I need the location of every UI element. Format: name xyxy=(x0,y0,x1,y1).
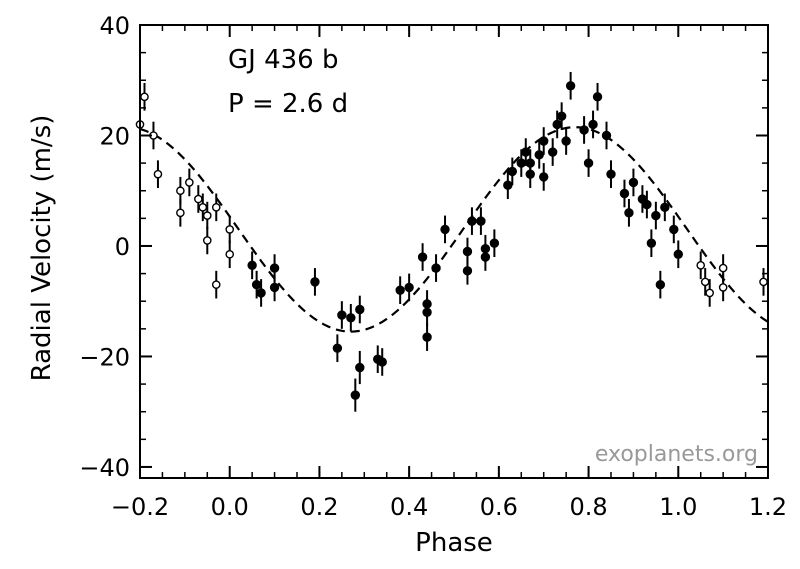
data-point xyxy=(422,307,432,317)
open-data-point xyxy=(225,225,235,234)
data-point xyxy=(377,357,387,367)
open-data-point xyxy=(202,211,212,220)
data-point xyxy=(606,169,616,179)
data-point xyxy=(539,172,549,182)
data-point xyxy=(583,158,594,168)
x-tick-label: 1.2 xyxy=(749,493,787,521)
data-point xyxy=(417,252,428,262)
y-tick-label: 0 xyxy=(115,233,130,261)
data-point xyxy=(516,158,526,168)
data-point xyxy=(642,199,652,210)
open-data-point xyxy=(153,169,163,179)
data-point xyxy=(256,288,266,298)
data-point xyxy=(503,180,513,190)
y-tick-label: 40 xyxy=(99,12,130,40)
data-point xyxy=(355,362,365,373)
data-point xyxy=(476,216,486,226)
data-point xyxy=(592,92,603,102)
data-point xyxy=(601,130,612,141)
data-point xyxy=(588,119,598,130)
credit-watermark: exoplanets.org xyxy=(595,442,758,467)
x-tick-label: 0.8 xyxy=(569,493,607,521)
data-point xyxy=(579,125,589,135)
data-point xyxy=(539,136,549,146)
y-tick-label: −40 xyxy=(79,454,130,482)
data-point xyxy=(651,210,661,221)
x-tick-label: 0.6 xyxy=(480,493,518,521)
data-point xyxy=(440,224,450,235)
data-point xyxy=(660,202,670,213)
x-tick-label: 1.0 xyxy=(659,493,697,521)
open-data-point xyxy=(718,283,728,292)
x-tick-label: 0.2 xyxy=(300,493,338,521)
data-point xyxy=(431,263,441,273)
data-point xyxy=(332,343,343,353)
open-data-point xyxy=(700,277,710,287)
data-point xyxy=(628,177,639,188)
data-point xyxy=(462,266,473,276)
open-data-point xyxy=(211,280,221,289)
data-point xyxy=(395,285,405,295)
x-tick-label: −0.2 xyxy=(111,493,169,521)
data-point xyxy=(619,188,630,199)
y-axis-title: Radial Velocity (m/s) xyxy=(27,115,57,382)
open-data-point xyxy=(140,92,149,102)
open-data-point xyxy=(176,208,185,218)
data-point xyxy=(350,390,361,400)
open-data-point xyxy=(696,261,706,270)
x-tick-label: 0.0 xyxy=(211,493,249,521)
data-point xyxy=(552,119,562,130)
data-point xyxy=(673,249,683,259)
data-point xyxy=(525,158,535,168)
data-point xyxy=(534,150,544,160)
data-point xyxy=(269,282,280,293)
fit-curve xyxy=(139,126,769,333)
data-point xyxy=(247,260,257,271)
planet-name-label: GJ 436 b xyxy=(228,45,338,75)
data-point xyxy=(355,304,365,315)
data-point xyxy=(655,279,666,290)
data-point xyxy=(310,277,320,287)
open-data-point xyxy=(211,203,221,212)
data-point xyxy=(507,166,518,177)
data-point xyxy=(462,246,473,257)
open-data-point xyxy=(718,263,728,273)
open-data-point xyxy=(198,203,208,212)
data-point xyxy=(565,81,576,91)
data-point xyxy=(547,147,558,157)
data-point xyxy=(489,238,500,248)
plot-layer xyxy=(135,71,769,412)
data-point xyxy=(346,313,356,323)
data-point xyxy=(337,310,347,320)
data-point xyxy=(467,216,477,226)
open-data-point xyxy=(705,288,714,298)
open-data-point xyxy=(759,277,768,287)
data-point xyxy=(269,263,280,273)
y-tick-label: −20 xyxy=(79,343,130,371)
x-tick-label: 0.4 xyxy=(390,493,428,521)
data-point xyxy=(556,111,567,121)
x-axis-title: Phase xyxy=(415,528,493,558)
data-point xyxy=(624,208,634,218)
y-tick-label: 20 xyxy=(99,122,130,150)
open-data-point xyxy=(185,178,194,187)
data-point xyxy=(669,224,679,235)
data-point xyxy=(561,136,571,146)
open-data-point xyxy=(202,236,212,245)
open-data-point xyxy=(176,186,185,196)
data-point xyxy=(521,147,531,157)
open-data-point xyxy=(194,194,203,204)
tick-layer: −0.2 0.0 0.2 0.4 0.6 0.8 1.0 1.2 −40 −20 0 20 40 xyxy=(79,12,787,521)
data-point xyxy=(422,332,432,342)
period-label: P = 2.6 d xyxy=(228,89,348,119)
data-point xyxy=(251,279,262,290)
data-point xyxy=(404,282,414,293)
data-point xyxy=(646,238,657,248)
open-data-point xyxy=(225,249,235,259)
data-point xyxy=(480,244,491,254)
